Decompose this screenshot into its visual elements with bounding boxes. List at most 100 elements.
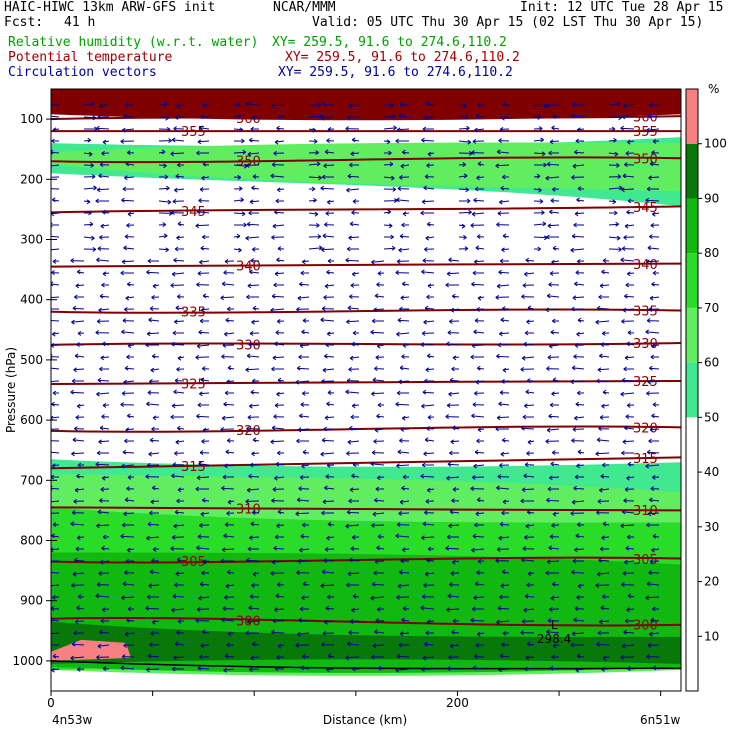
vector-head xyxy=(174,187,178,193)
vector-head xyxy=(170,546,175,552)
vector-head xyxy=(249,666,253,672)
vector-head xyxy=(620,523,625,529)
vector-head xyxy=(575,270,580,276)
contour-label-340-right: 340 xyxy=(633,258,658,273)
vector-head xyxy=(221,617,225,623)
vector-head xyxy=(176,103,180,109)
vector-head xyxy=(400,163,405,169)
vector-head xyxy=(426,294,430,300)
vector-shaft xyxy=(501,248,510,251)
vector-head xyxy=(195,618,200,624)
vector-shaft xyxy=(375,560,385,563)
vector-head xyxy=(46,450,49,454)
vector-shaft xyxy=(348,236,360,239)
vector-head xyxy=(471,281,475,287)
vector-head xyxy=(390,102,394,108)
vector-head xyxy=(296,570,300,576)
vector-head xyxy=(270,570,275,576)
vector-shaft xyxy=(100,560,110,563)
vector-head xyxy=(252,437,257,443)
vector-head xyxy=(101,209,106,215)
min-marker-value: 298.4 xyxy=(537,632,571,646)
vector-head xyxy=(395,401,400,407)
vector-head xyxy=(196,150,200,156)
vector-shaft xyxy=(70,656,85,659)
vector-head xyxy=(447,330,452,336)
vector-shaft xyxy=(426,559,435,562)
vector-shaft xyxy=(322,500,335,503)
x-tick-label-0: 0 xyxy=(47,696,55,710)
vector-head xyxy=(298,486,302,492)
vector-head xyxy=(51,102,52,107)
vector-head xyxy=(399,174,403,180)
vector-head xyxy=(551,318,556,324)
vector-head xyxy=(649,161,654,167)
vector-head xyxy=(276,654,280,660)
vector-head xyxy=(147,653,152,659)
vector-head xyxy=(650,354,655,360)
vector-shaft xyxy=(247,488,260,491)
vector-head xyxy=(446,607,450,613)
vector-shaft xyxy=(402,548,410,551)
vector-head xyxy=(302,318,307,324)
vector-head xyxy=(401,617,405,623)
vector-head xyxy=(71,641,76,647)
vector-head xyxy=(626,607,630,613)
vector-head xyxy=(476,365,481,371)
vector-shaft xyxy=(123,115,135,118)
vector-head xyxy=(525,257,530,263)
vector-head xyxy=(651,547,655,553)
vector-head xyxy=(195,486,200,492)
vector-shaft xyxy=(301,596,310,599)
vector-head xyxy=(99,559,104,565)
vector-head xyxy=(173,126,177,132)
vector-head xyxy=(121,259,126,265)
vector-head xyxy=(575,667,580,673)
vector-head xyxy=(452,618,457,624)
vector-head xyxy=(427,283,432,289)
vector-head xyxy=(96,318,101,324)
vector-head xyxy=(327,126,332,132)
vector-shaft xyxy=(201,176,210,179)
vector-head xyxy=(51,667,55,673)
vector-head xyxy=(574,415,578,421)
vector-head xyxy=(295,511,300,517)
vector-shaft xyxy=(96,127,110,130)
vector-head xyxy=(70,521,75,527)
vector-head xyxy=(177,487,182,493)
vector-shaft xyxy=(647,247,660,250)
vector-head xyxy=(347,571,352,577)
vector-head xyxy=(174,319,178,325)
vector-head xyxy=(51,197,56,203)
vector-head xyxy=(449,318,453,324)
vector-head xyxy=(524,534,528,540)
vector-head xyxy=(425,630,430,636)
vector-head xyxy=(197,270,202,276)
vector-head xyxy=(649,365,653,371)
y-tick-label-500: 500 xyxy=(20,353,43,367)
y-tick-label-300: 300 xyxy=(20,233,43,247)
vector-shaft xyxy=(121,464,135,467)
vector-head xyxy=(320,185,325,191)
vector-head xyxy=(46,248,49,252)
vector-shaft xyxy=(422,656,435,659)
vector-head xyxy=(176,162,181,168)
vector-head xyxy=(274,209,278,215)
vector-shaft xyxy=(395,668,410,671)
contour-label-305-right: 305 xyxy=(633,553,658,568)
vector-shaft xyxy=(300,344,310,347)
vector-head xyxy=(102,139,107,145)
vector-shaft xyxy=(233,212,246,215)
vector-head xyxy=(651,413,655,419)
vector-head xyxy=(127,606,132,612)
vector-head xyxy=(548,545,552,551)
vector-shaft xyxy=(351,608,360,611)
vector-shaft xyxy=(425,368,435,371)
vector-head xyxy=(122,449,127,455)
vector-head xyxy=(102,402,107,408)
vector-shaft xyxy=(222,548,235,551)
vector-head xyxy=(171,271,176,277)
vector-shaft xyxy=(425,307,435,310)
vector-shaft xyxy=(72,572,85,575)
